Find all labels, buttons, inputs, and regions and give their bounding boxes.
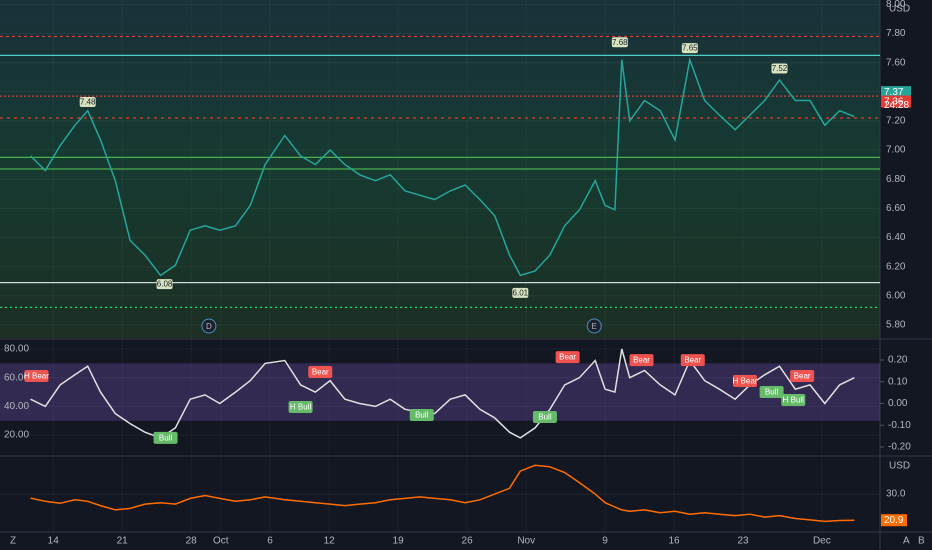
data-line xyxy=(29,56,855,277)
pivot-label: 6.08 xyxy=(157,280,173,289)
x-tick-label: Nov xyxy=(517,536,535,547)
pivot-box xyxy=(771,63,788,74)
pivot-box xyxy=(156,279,173,290)
y-tick-label: 6.00 xyxy=(886,290,906,301)
y-tick-label: 7.00 xyxy=(886,145,906,156)
x-tick-label: Dec xyxy=(813,536,831,547)
signal-box xyxy=(409,408,434,421)
last-value-label: 20.9 xyxy=(884,515,904,526)
y-tick-label: 6.60 xyxy=(886,203,906,214)
unit-label: USD xyxy=(889,4,910,15)
y-tick-label: 7.60 xyxy=(886,57,906,68)
y-tick-label: 7.80 xyxy=(886,28,906,39)
signal-label: Bear xyxy=(794,372,811,381)
signal-label: Bull xyxy=(159,434,173,443)
control[interactable]: B xyxy=(918,536,925,547)
signal-box xyxy=(759,386,784,399)
pivot-label: 7.65 xyxy=(682,44,698,53)
signal-label: H Bear xyxy=(733,377,758,386)
last-value-box xyxy=(881,514,907,527)
x-tick-label: 12 xyxy=(324,536,336,547)
signal-box xyxy=(629,354,654,367)
pivot-label: 7.48 xyxy=(80,98,96,107)
x-tick-label: 16 xyxy=(668,536,680,547)
signal-label: Bull xyxy=(538,413,552,422)
signal-label: Bear xyxy=(684,356,701,365)
x-tick-label: 23 xyxy=(737,536,749,547)
signal-label: Bull xyxy=(415,411,429,420)
y2-tick-label: -0.10 xyxy=(888,420,911,431)
y-tick-label: 30.0 xyxy=(886,489,906,500)
signal-label: H Bull xyxy=(783,396,805,405)
signal-box xyxy=(732,375,757,388)
pivot-label: 6.01 xyxy=(513,288,529,297)
signal-label: Bull xyxy=(765,388,779,397)
price-label: 7.37 xyxy=(884,87,904,98)
x-tick-label: 14 xyxy=(48,536,60,547)
pivot-label: 7.52 xyxy=(772,64,788,73)
data-line xyxy=(30,464,855,523)
signal-label: H Bear xyxy=(24,372,49,381)
pivot-box xyxy=(512,287,529,298)
control[interactable]: A xyxy=(903,536,910,547)
event-marker xyxy=(201,318,217,334)
signal-box xyxy=(308,365,333,378)
pivot-label: 7.68 xyxy=(612,38,628,47)
signal-label: H Bull xyxy=(290,403,312,412)
unit-label: USD xyxy=(889,461,910,472)
x-tick-label: 28 xyxy=(186,536,198,547)
y-tick-label: 20.00 xyxy=(4,430,29,441)
y-tick-label: 6.20 xyxy=(886,261,906,272)
rsi-band xyxy=(0,363,880,421)
y-tick-label: 8.00 xyxy=(886,0,906,10)
signal-label: Bear xyxy=(312,368,329,377)
y2-tick-label: -0.20 xyxy=(888,442,911,453)
signal-box xyxy=(288,400,313,413)
signal-label: Bear xyxy=(559,353,576,362)
y-tick-label: 5.80 xyxy=(886,320,906,331)
y-tick-label: 6.80 xyxy=(886,174,906,185)
signal-box xyxy=(532,411,557,424)
signal-box xyxy=(24,369,49,382)
y2-tick-label: 0.10 xyxy=(888,376,908,387)
countdown: 24:28 xyxy=(884,100,909,111)
event-marker xyxy=(586,318,602,334)
y-tick-label: 40.00 xyxy=(4,401,29,412)
x-tick-label: 6 xyxy=(267,536,273,547)
x-tick-label: 26 xyxy=(462,536,474,547)
y-tick-label: 6.40 xyxy=(886,232,906,243)
y2-tick-label: 0.00 xyxy=(888,398,908,409)
control[interactable]: Z xyxy=(10,536,16,547)
signal-label: Bear xyxy=(633,356,650,365)
y-tick-label: 7.20 xyxy=(886,116,906,127)
x-tick-label: 21 xyxy=(117,536,129,547)
event-label: E xyxy=(592,322,597,331)
signal-box xyxy=(680,354,705,367)
price-label: 7.36 xyxy=(884,96,904,107)
y2-tick-label: 0.20 xyxy=(888,355,908,366)
event-label: D xyxy=(206,322,212,331)
x-tick-label: Oct xyxy=(213,536,229,547)
price-label-box xyxy=(881,95,911,108)
signal-box xyxy=(555,351,580,364)
pivot-box xyxy=(79,96,96,107)
pivot-box xyxy=(681,43,698,54)
signal-box xyxy=(781,393,806,406)
price-label-box xyxy=(881,86,911,99)
signal-box xyxy=(790,369,815,382)
y-tick-label: 80.00 xyxy=(4,344,29,355)
x-tick-label: 19 xyxy=(393,536,405,547)
y-tick-label: 60.00 xyxy=(4,372,29,383)
signal-box xyxy=(153,431,178,444)
x-tick-label: 9 xyxy=(602,536,608,547)
pivot-box xyxy=(611,37,628,48)
